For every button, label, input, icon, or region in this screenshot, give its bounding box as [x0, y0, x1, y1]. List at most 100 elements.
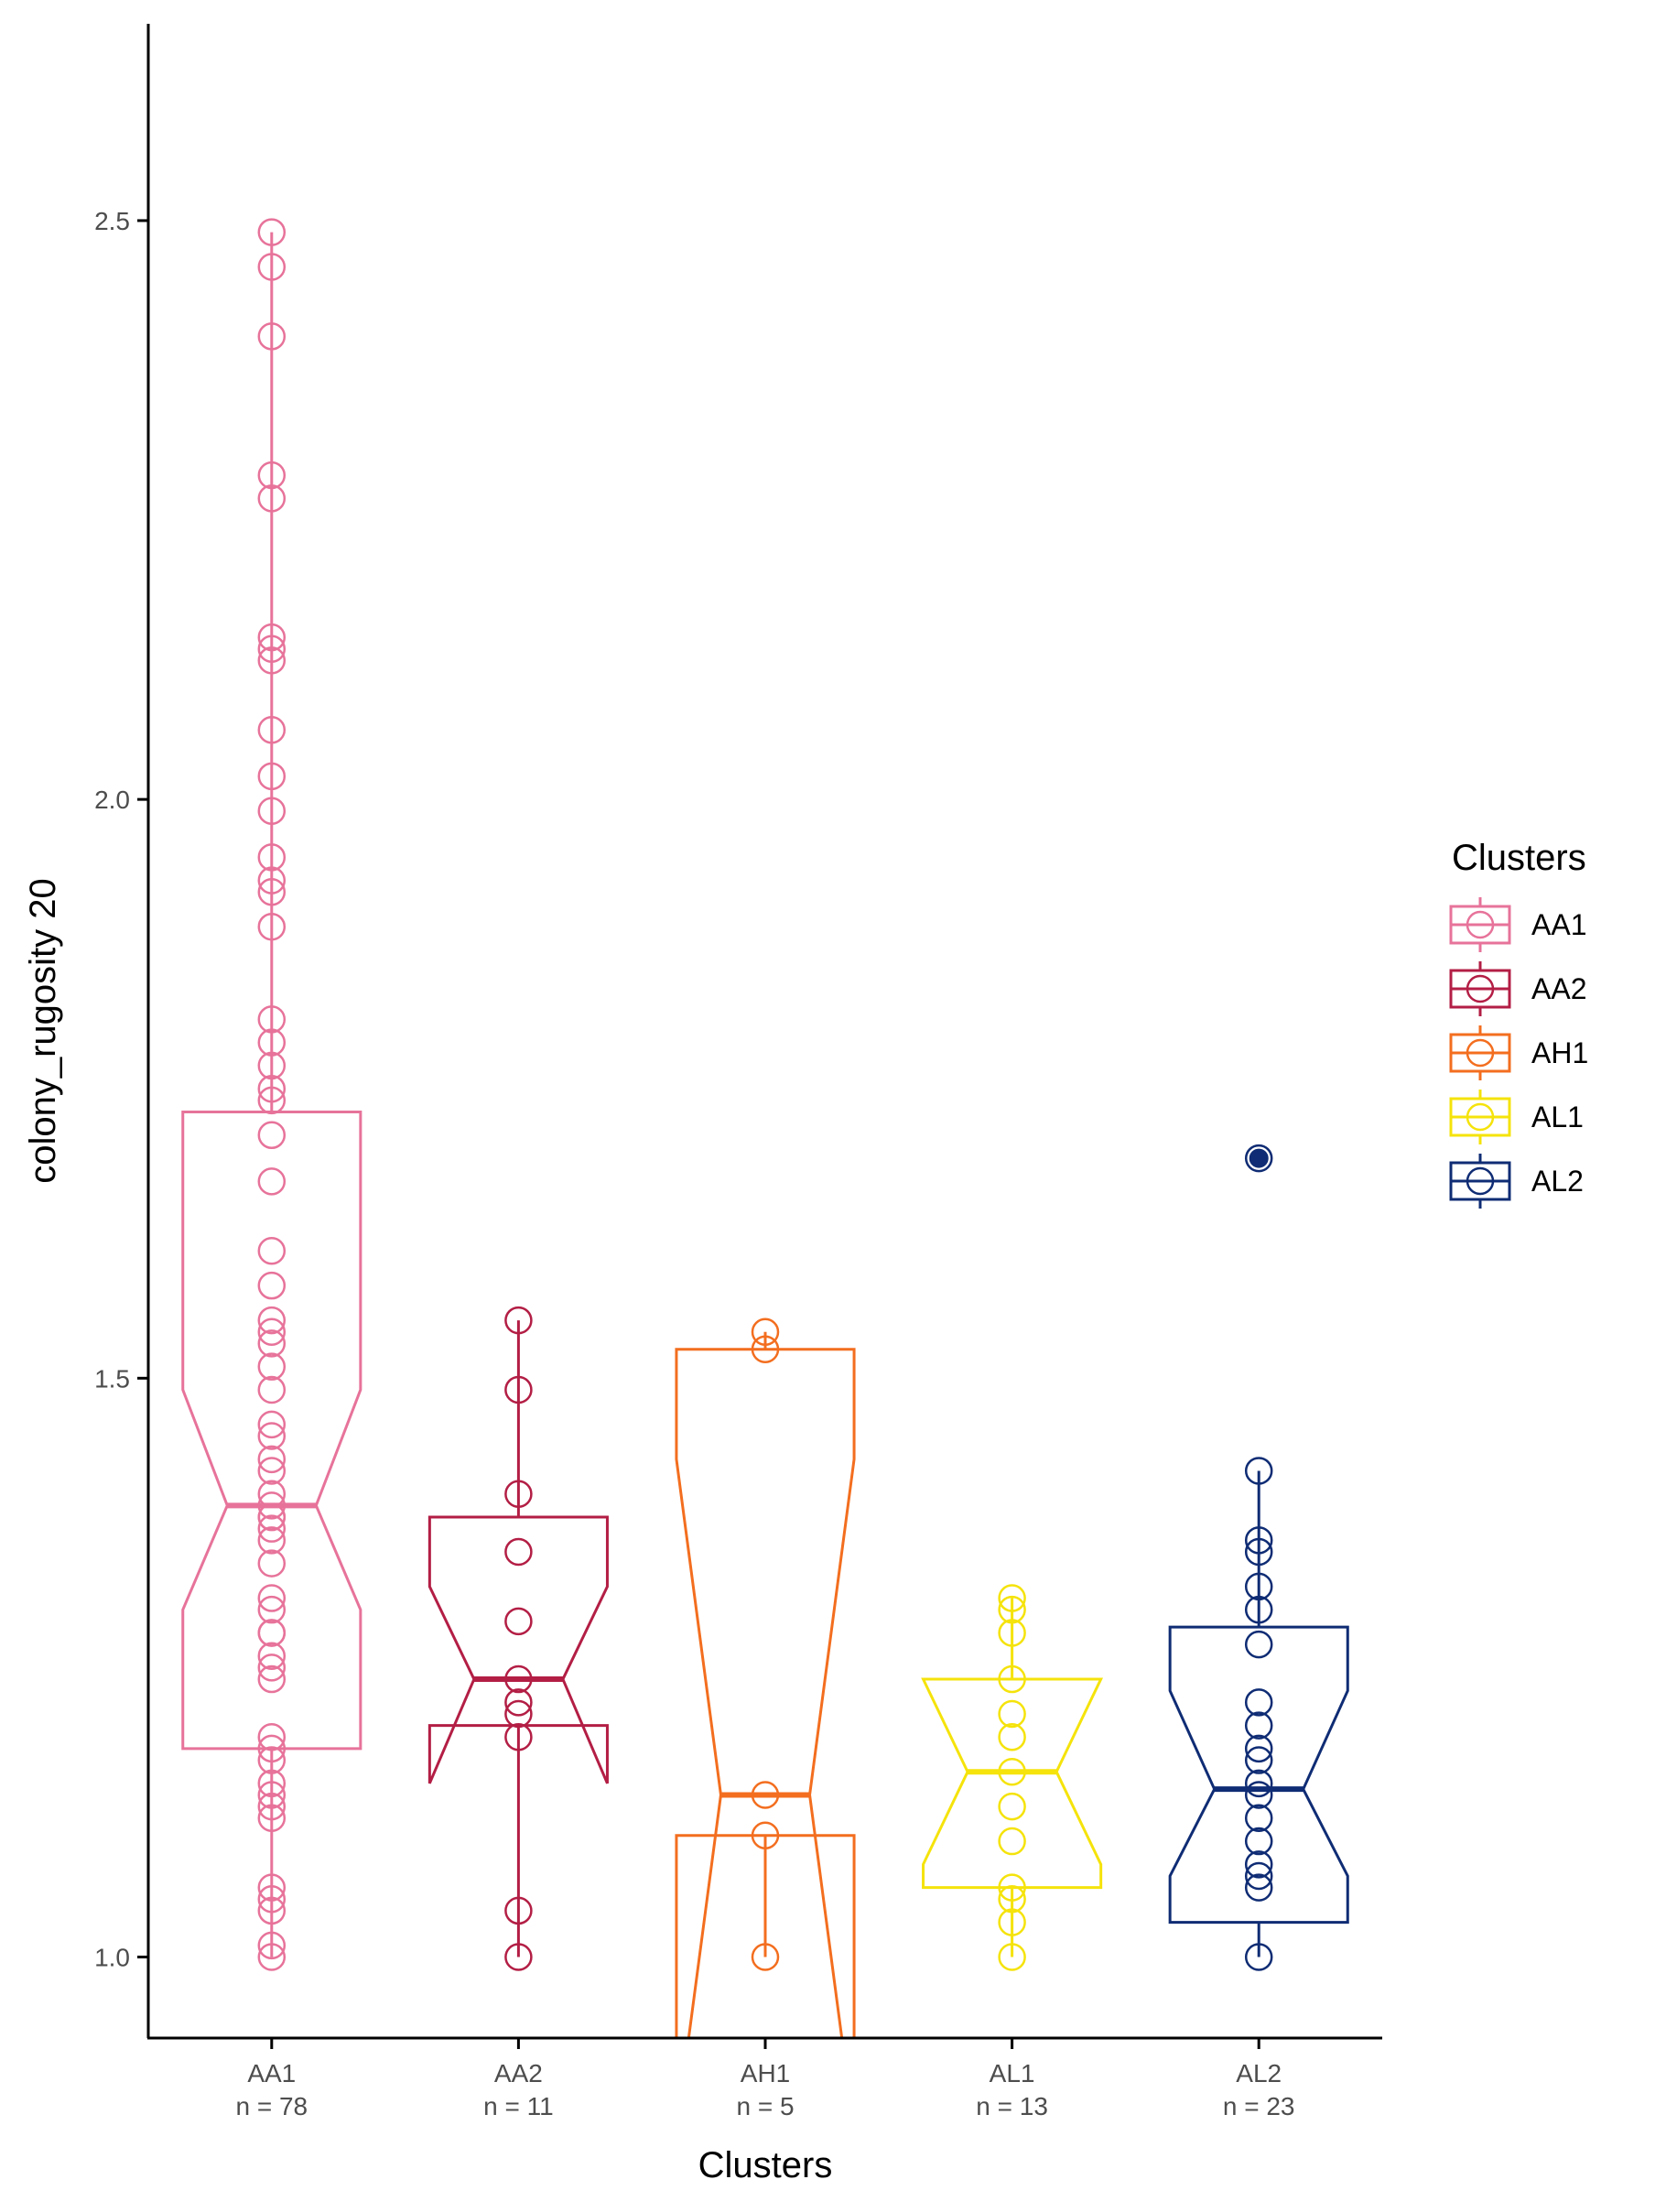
legend: Clusters AA1 AA2 AH1 AL1 AL2 [1449, 838, 1588, 1209]
data-point [751, 1943, 780, 1971]
data-point [504, 1607, 533, 1636]
data-point [751, 1821, 780, 1849]
x-tick-label: AA1 [247, 2059, 296, 2087]
data-point [1244, 1769, 1273, 1798]
data-point [257, 253, 287, 281]
box-group-aa2 [427, 1306, 609, 1971]
data-point [257, 1074, 287, 1103]
data-point [998, 1595, 1026, 1624]
data-point [257, 912, 287, 941]
x-tick-count: n = 23 [1223, 2092, 1295, 2120]
legend-label: AH1 [1531, 1036, 1588, 1069]
data-point [1244, 1873, 1273, 1902]
data-point [1244, 1861, 1273, 1891]
x-tick-count: n = 5 [736, 2092, 794, 2120]
data-point [504, 1699, 533, 1729]
legend-key-point [1466, 910, 1495, 939]
legend-item-al2: AL2 [1449, 1154, 1584, 1209]
data-point [1244, 1943, 1273, 1971]
data-point [1244, 1850, 1273, 1879]
data-point [257, 762, 287, 791]
data-point [504, 1664, 533, 1694]
data-point [1244, 1457, 1273, 1485]
legend-key-point [1466, 974, 1495, 1003]
data-point [998, 1827, 1026, 1856]
data-point [1244, 1734, 1273, 1763]
data-point [257, 1375, 287, 1404]
data-point [504, 1375, 533, 1404]
data-point [257, 1943, 287, 1971]
data-point [257, 1769, 287, 1798]
x-tick-count: n = 13 [976, 2092, 1048, 2120]
data-point [1244, 1746, 1273, 1774]
legend-key-point [1466, 1102, 1495, 1132]
data-point [257, 1236, 287, 1265]
data-point [257, 1491, 287, 1520]
legend-items: AA1 AA2 AH1 AL1 AL2 [1449, 897, 1588, 1209]
data-point [257, 1121, 287, 1150]
data-point [1244, 1572, 1273, 1601]
data-point [257, 1781, 287, 1809]
data-point [257, 322, 287, 351]
data-point [257, 623, 287, 652]
data-point [257, 1005, 287, 1034]
legend-item-ah1: AH1 [1449, 1025, 1588, 1080]
data-point [257, 1445, 287, 1474]
data-point [257, 1317, 287, 1346]
legend-item-al1: AL1 [1449, 1090, 1584, 1144]
box-group-ah1 [675, 1317, 856, 2038]
data-point [257, 1271, 287, 1300]
data-point [257, 634, 287, 664]
y-tick-label: 2.0 [94, 786, 130, 814]
legend-label: AL1 [1531, 1101, 1584, 1133]
data-point [257, 646, 287, 675]
data-point [257, 1896, 287, 1925]
outlier-point [1249, 1148, 1269, 1168]
data-point [257, 1502, 287, 1532]
data-point [257, 1086, 287, 1115]
x-tick-count: n = 78 [235, 2092, 308, 2120]
data-point [1244, 1781, 1273, 1809]
data-point [1244, 1804, 1273, 1833]
data-point [751, 1335, 780, 1363]
box-al2 [1168, 1625, 1349, 1925]
legend-key-point [1466, 1038, 1495, 1068]
data-point [257, 1746, 287, 1774]
box-aa1 [181, 1111, 362, 1751]
data-point [257, 1457, 287, 1485]
data-point [257, 1734, 287, 1763]
data-point [257, 1931, 287, 1960]
data-point [998, 1619, 1026, 1647]
data-point [257, 797, 287, 826]
box-al1 [921, 1677, 1104, 1890]
data-point [257, 1654, 287, 1682]
x-axis-title: Clusters [698, 2145, 833, 2185]
data-point [1244, 1827, 1273, 1856]
data-point [257, 1167, 287, 1196]
data-point [257, 1792, 287, 1821]
data-point [257, 1352, 287, 1381]
box-ah1 [675, 1348, 856, 2038]
data-point [998, 1664, 1026, 1694]
data-point [504, 1306, 533, 1335]
x-tick-label: AH1 [741, 2059, 790, 2087]
y-axis-title: colony_rugosity 20 [23, 878, 63, 1184]
data-point [257, 1306, 287, 1335]
data-point [257, 1051, 287, 1080]
data-point [257, 218, 287, 246]
data-point [1244, 1537, 1273, 1567]
data-point [257, 1514, 287, 1543]
data-point [257, 1804, 287, 1833]
data-point [1244, 1630, 1273, 1659]
data-point [257, 1549, 287, 1578]
data-point [257, 716, 287, 744]
data-point [257, 1642, 287, 1671]
data-point [1244, 1526, 1273, 1555]
data-point [257, 843, 287, 872]
legend-label: AA2 [1531, 972, 1586, 1005]
x-tick-label: AL1 [990, 2059, 1035, 2087]
data-point [257, 1422, 287, 1450]
data-point [998, 1757, 1026, 1786]
data-point [998, 1699, 1026, 1729]
y-tick-label: 2.5 [94, 207, 130, 235]
